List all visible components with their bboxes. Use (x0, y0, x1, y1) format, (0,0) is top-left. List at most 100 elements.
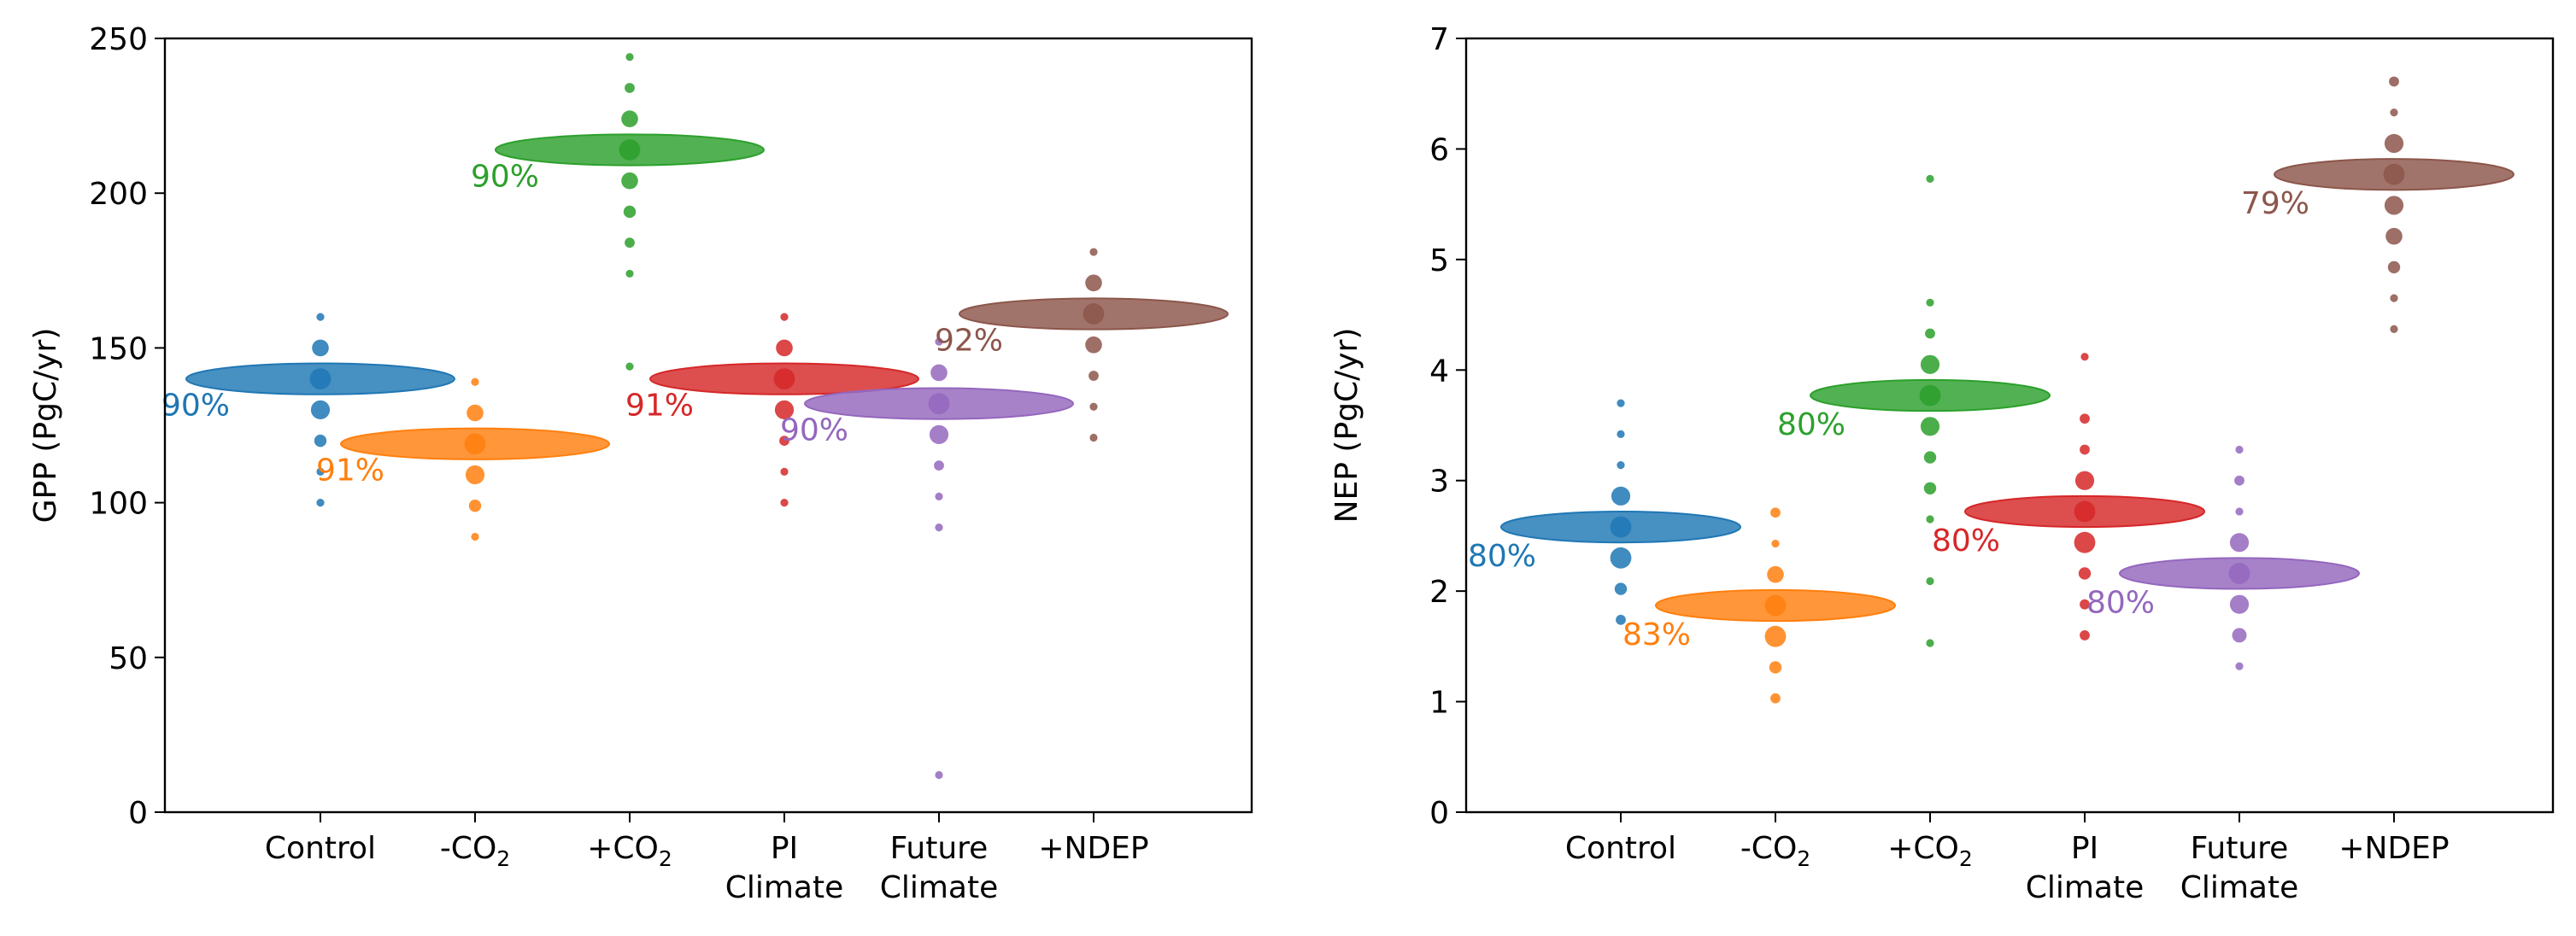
data-point (1770, 693, 1781, 704)
x-tick-label: Future Climate (2180, 831, 2299, 905)
data-point (935, 337, 943, 346)
y-tick-label: 150 (89, 331, 148, 366)
data-point (312, 339, 329, 357)
data-point (468, 500, 482, 512)
y-tick-label: 0 (1429, 796, 1449, 831)
data-point (1920, 354, 1940, 374)
central-ellipse (2119, 557, 2360, 590)
plot-frame (1464, 37, 2555, 814)
data-point (316, 313, 325, 321)
data-point (465, 465, 485, 485)
data-point (1089, 433, 1098, 442)
data-point (471, 377, 479, 386)
x-tick-label: Control (265, 831, 376, 866)
data-point (2229, 594, 2250, 614)
data-point (1920, 417, 1940, 436)
data-point (935, 523, 943, 532)
data-point (1771, 539, 1780, 548)
data-point (1617, 430, 1625, 438)
data-point (1085, 336, 1102, 354)
data-point (1614, 582, 1628, 595)
data-point (2390, 325, 2398, 333)
data-point (2080, 444, 2090, 455)
x-tick-label: Future Climate (880, 831, 999, 905)
data-point (1926, 576, 1934, 586)
data-point (310, 400, 331, 419)
data-point (466, 404, 484, 422)
data-point (625, 237, 635, 249)
x-tick-label: PI Climate (2026, 831, 2145, 905)
data-point (314, 434, 327, 448)
data-point (1923, 482, 1937, 494)
x-tick-label: -CO2 (1740, 831, 1810, 871)
data-point (2074, 531, 2096, 553)
y-axis-label: NEP (PgC/yr) (1329, 328, 1364, 524)
central-ellipse (1655, 588, 1896, 623)
data-point (1617, 399, 1625, 407)
data-point (1088, 371, 1099, 381)
y-tick-label: 6 (1429, 132, 1449, 167)
central-ellipse (495, 133, 765, 167)
x-tick-label: -CO2 (440, 831, 510, 871)
data-point (2234, 475, 2244, 486)
central-ellipse (1964, 494, 2205, 529)
percent-label: 91% (316, 453, 384, 488)
data-point (471, 532, 479, 541)
data-point (774, 400, 795, 419)
data-point (1085, 274, 1102, 292)
data-point (2080, 630, 2090, 641)
percent-label: 90% (471, 159, 539, 194)
percent-label: 80% (1468, 539, 1536, 574)
y-axis-label: GPP (PgC/yr) (28, 328, 63, 524)
percent-label: 83% (1622, 617, 1691, 652)
plot-frame (163, 37, 1253, 814)
series--co2: 91% (316, 377, 610, 541)
nep-panel: 0 1 2 3 4 5 6 7 NEP (PgC/yr) Control -CO2 +CO2 PI Cli… (1329, 22, 2555, 905)
data-point (621, 110, 638, 128)
data-point (316, 467, 325, 476)
data-point (1089, 248, 1098, 256)
data-point (625, 269, 634, 278)
data-point (2390, 294, 2398, 302)
central-ellipse (2274, 158, 2514, 191)
data-point (2074, 471, 2095, 490)
data-point (2078, 567, 2092, 580)
data-point (2390, 108, 2398, 117)
data-point (2229, 533, 2250, 553)
series-control: 90% (161, 313, 455, 507)
series--ndep: 92% (935, 248, 1229, 442)
x-tick-label: +CO2 (1887, 831, 1973, 871)
data-point (625, 53, 634, 61)
y-tick-label: 50 (109, 641, 148, 676)
data-point (1089, 402, 1098, 411)
percent-label: 91% (625, 389, 694, 424)
y-tick-label: 200 (89, 177, 148, 212)
data-point (1617, 460, 1625, 470)
data-point (2384, 196, 2404, 215)
data-point (2080, 353, 2089, 361)
y-tick-label: 5 (1429, 243, 1449, 278)
y-tick-label: 1 (1429, 686, 1449, 721)
data-point (929, 424, 949, 444)
y-tick-label: 250 (89, 22, 148, 57)
data-point (776, 339, 793, 357)
percent-label: 80% (1777, 407, 1845, 442)
y-tick-label: 7 (1429, 22, 1449, 57)
x-tick-label: +CO2 (587, 831, 672, 871)
data-point (1610, 547, 1632, 569)
data-point (1767, 565, 1784, 583)
data-point (780, 467, 789, 476)
y-tick-label: 2 (1429, 575, 1449, 610)
percent-label: 80% (1932, 524, 2000, 559)
x-tick-label: +NDEP (1038, 831, 1148, 866)
data-point (2384, 133, 2404, 154)
data-point (2235, 507, 2244, 516)
series-future-climate: 90% (780, 337, 1074, 780)
data-point (780, 499, 789, 507)
data-point (780, 313, 789, 321)
data-point (934, 460, 944, 471)
data-point (1616, 614, 1626, 625)
y-tick-label: 0 (128, 796, 148, 831)
central-ellipse (804, 387, 1074, 420)
